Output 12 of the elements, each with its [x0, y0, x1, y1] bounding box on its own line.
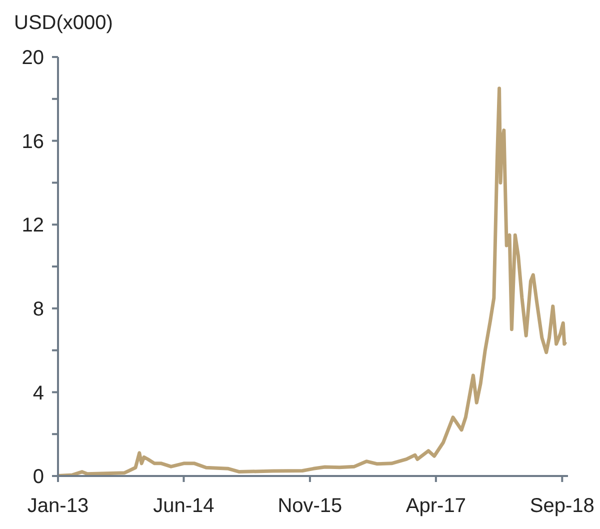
x-tick-label: Jun-14 [153, 495, 214, 518]
x-tick-label: Jan-13 [27, 495, 89, 518]
y-tick-label: 4 [32, 382, 44, 404]
y-axis-title: USD(x000) [14, 12, 113, 35]
y-tick-label: 16 [22, 130, 44, 153]
y-tick-label: 12 [22, 214, 44, 237]
y-tick-label: 8 [32, 298, 44, 320]
x-tick-label: Sep-18 [530, 495, 594, 518]
y-tick-label: 20 [22, 47, 44, 70]
y-tick-label: 0 [32, 466, 44, 488]
x-tick-label: Apr-17 [406, 495, 466, 518]
x-tick-label: Nov-15 [278, 495, 342, 518]
